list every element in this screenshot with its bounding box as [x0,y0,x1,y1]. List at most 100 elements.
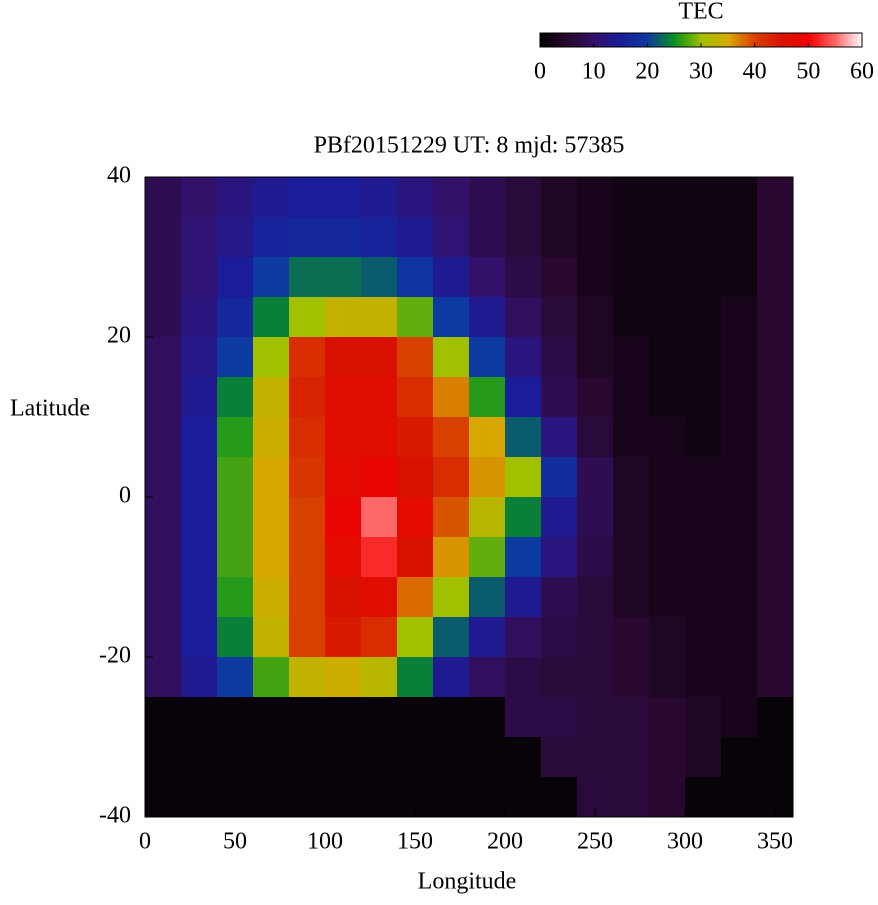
colorbar-tick-label: 10 [582,59,606,85]
colorbar-strip [779,33,781,47]
colorbar-strip [579,33,581,47]
colorbar-strip [644,33,646,47]
colorbar-strip [556,33,558,47]
heatmap-cell [289,577,326,618]
colorbar-strip [827,33,829,47]
heatmap-cell [181,697,218,738]
colorbar-strip [627,33,629,47]
colorbar-strip [675,33,677,47]
heatmap-cell [181,257,218,298]
heatmap-cell [253,697,290,738]
colorbar-strip [720,33,722,47]
colorbar-strip [615,33,617,47]
colorbar-strip [606,33,608,47]
colorbar-strip [744,33,746,47]
heatmap-cell [649,257,686,298]
heatmap-cell [181,617,218,658]
colorbar-strip [817,33,819,47]
colorbar-strip [572,33,574,47]
colorbar-strip [647,33,649,47]
colorbar-strip [714,33,716,47]
heatmap-cell [181,337,218,378]
heatmap-cell [613,657,650,698]
colorbar-strip [753,33,755,47]
heatmap-cell [469,217,506,258]
heatmap-cell [577,417,614,458]
heatmap-cell [577,377,614,418]
heatmap-cell [433,577,470,618]
colorbar-strip [628,33,630,47]
heatmap-cell [145,417,182,458]
heatmap-cell [397,377,434,418]
colorbar-strip [587,33,589,47]
colorbar-strip [855,33,857,47]
heatmap-cell [505,657,542,698]
heatmap-cell [433,217,470,258]
heatmap-cell [541,577,578,618]
colorbar-strip [708,33,710,47]
colorbar-strip [733,33,735,47]
colorbar-strip [771,33,773,47]
colorbar-strip [645,33,647,47]
heatmap-cell [505,417,542,458]
colorbar-strip [543,33,545,47]
colorbar-strip [582,33,584,47]
heatmap-cell [649,377,686,418]
colorbar-strip [775,33,777,47]
heatmap-cell [649,657,686,698]
colorbar-strip [700,33,702,47]
heatmap-cell [253,257,290,298]
colorbar-strip [727,33,729,47]
heatmap-cell [253,417,290,458]
colorbar-strip [672,33,674,47]
colorbar-strip [673,33,675,47]
heatmap-cell [685,657,722,698]
colorbar-strip [713,33,715,47]
colorbar-strip [725,33,727,47]
heatmap-cell [361,777,398,818]
colorbar-strip [681,33,683,47]
heatmap-cell [613,257,650,298]
heatmap-cell [145,457,182,498]
colorbar-strip [653,33,655,47]
colorbar-strip [613,33,615,47]
heatmap-cell [721,617,758,658]
colorbar-strip [696,33,698,47]
colorbar-strip [793,33,795,47]
colorbar-strip [574,33,576,47]
heatmap-cell [649,737,686,778]
heatmap-cell [685,617,722,658]
heatmap-cell [541,377,578,418]
heatmap-cell [217,297,254,338]
heatmap-cell [253,217,290,258]
colorbar-strip [719,33,721,47]
heatmap-cell [217,657,254,698]
heatmap-cell [469,457,506,498]
heatmap-cell [541,457,578,498]
heatmap-cell [361,177,398,218]
heatmap-cell [685,737,722,778]
colorbar-strip [704,33,706,47]
heatmap-cell [721,417,758,458]
heatmap-cell [505,177,542,218]
heatmap-cell [505,577,542,618]
colorbar-strip [580,33,582,47]
colorbar-strip [541,33,543,47]
colorbar-strip [605,33,607,47]
colorbar-strip [571,33,573,47]
colorbar-strip [743,33,745,47]
colorbar-strip [636,33,638,47]
colorbar-strip [745,33,747,47]
heatmap-cell [433,617,470,658]
colorbar-strip [609,33,611,47]
heatmap-cell [757,417,794,458]
heatmap-cell [577,577,614,618]
colorbar-strip [848,33,850,47]
heatmap-cell [397,577,434,618]
heatmap-cell [181,577,218,618]
colorbar-strip [835,33,837,47]
heatmap-cell [721,537,758,578]
colorbar-strip [583,33,585,47]
colorbar-strip [591,33,593,47]
heatmap-cell [721,377,758,418]
